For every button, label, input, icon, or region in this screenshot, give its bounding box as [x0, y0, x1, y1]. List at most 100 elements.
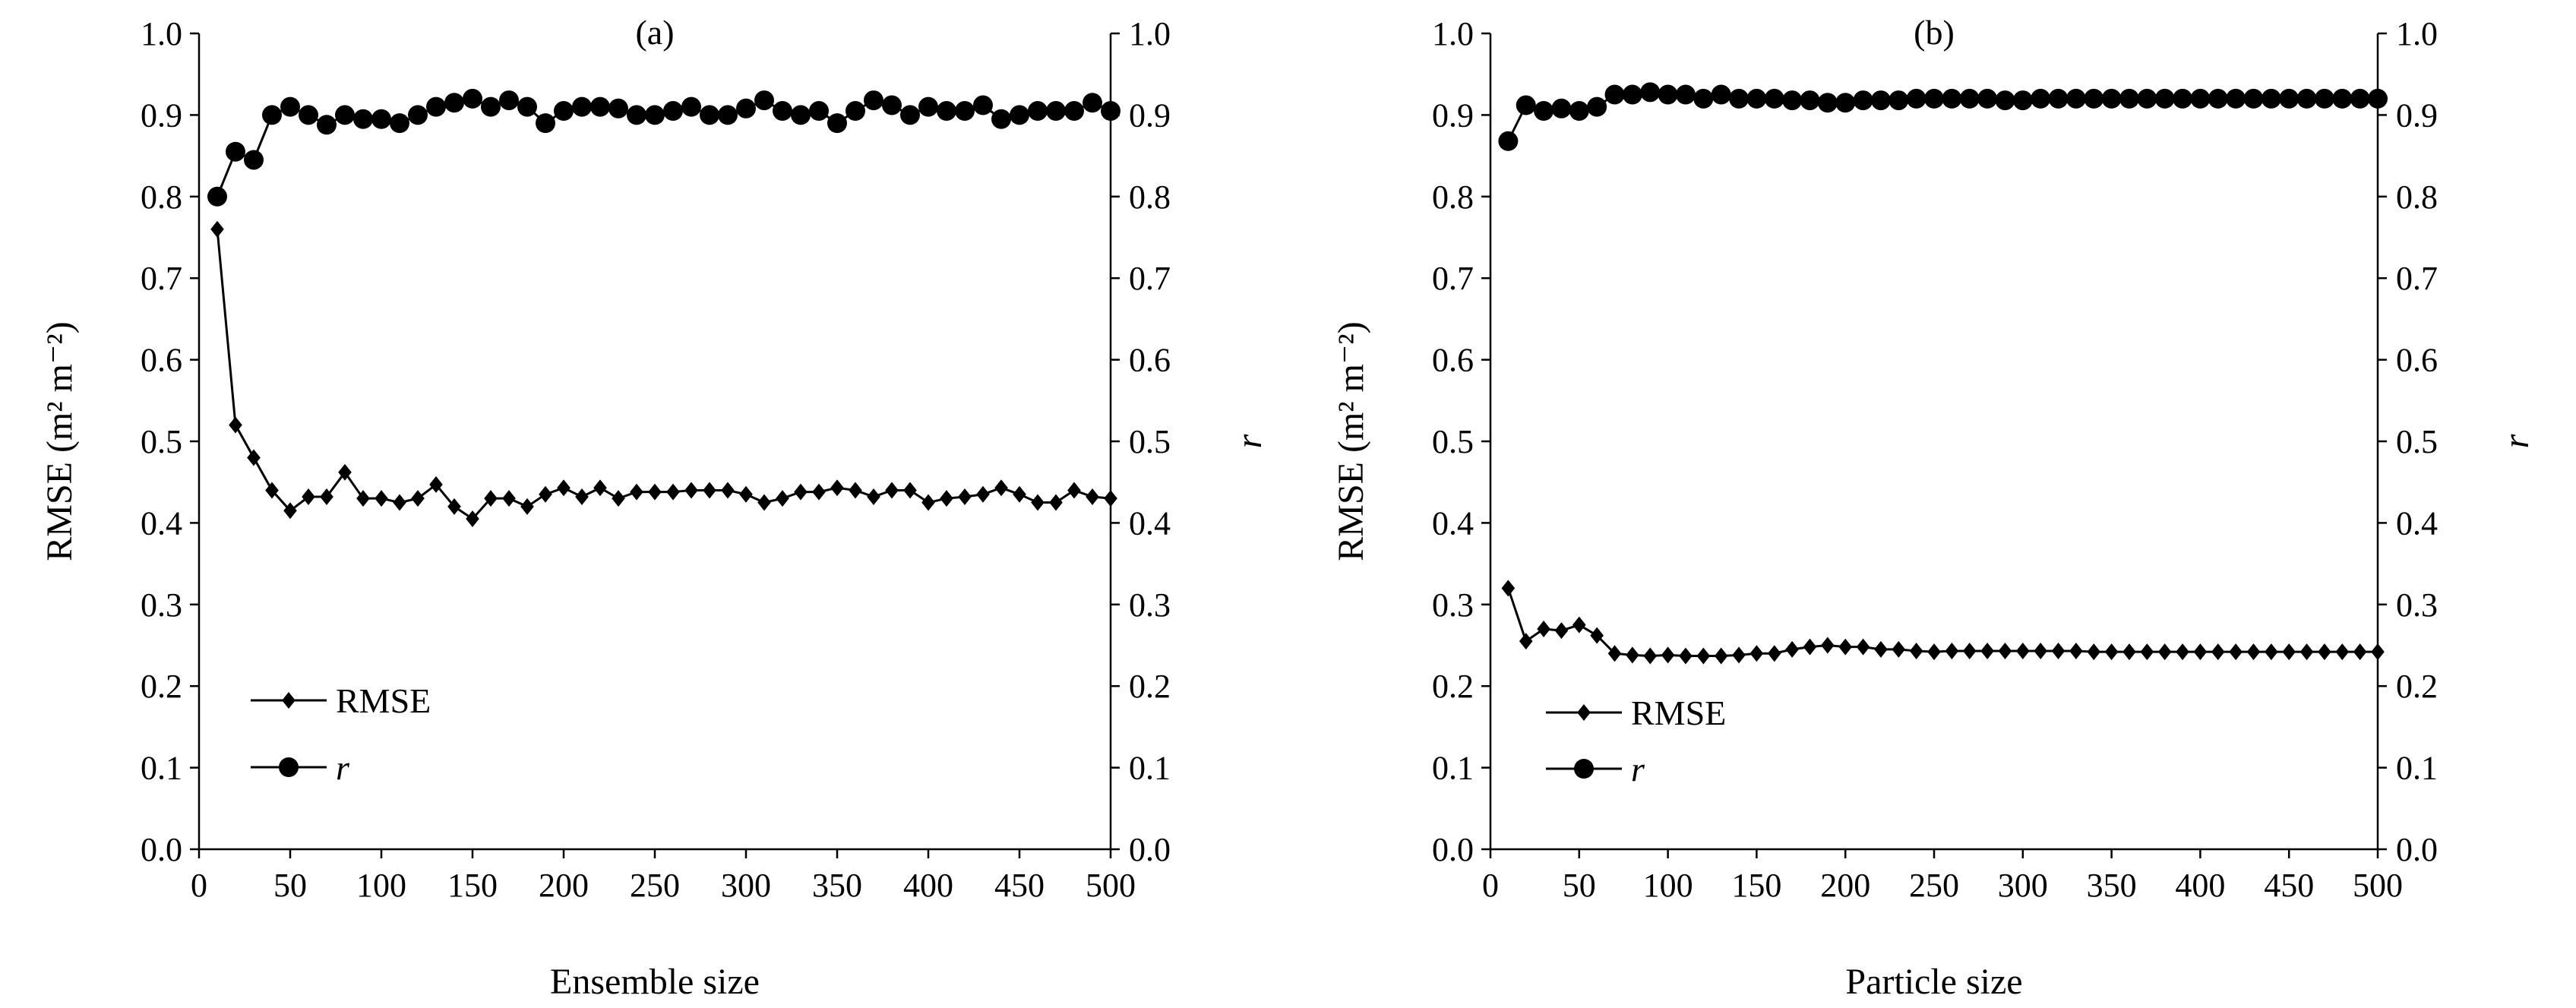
data-point-rmse: [1643, 647, 1658, 665]
data-point-r: [1010, 105, 1029, 125]
data-point-rmse: [1013, 485, 1026, 503]
data-point-rmse: [2229, 643, 2243, 661]
y-tick-label-right: 0.6: [2396, 342, 2438, 379]
data-point-rmse: [2246, 643, 2261, 661]
data-point-rmse: [794, 483, 808, 501]
data-point-rmse: [1049, 494, 1063, 511]
data-point-rmse: [1572, 616, 1586, 634]
data-point-rmse: [1104, 490, 1117, 507]
panel-a: 0.0 0.0 0.1 0.1 0.2 0.2 0.3 0.3 0.4 0.4 0.5 0.5 0.6 0…: [40, 13, 1269, 1002]
y-tick-label-right: 1.0: [2396, 15, 2438, 52]
data-point-rmse: [1909, 643, 1923, 660]
data-point-rmse: [830, 479, 844, 497]
y-tick-label-left: 0.3: [1432, 586, 1474, 624]
data-point-r: [353, 109, 373, 129]
data-point-rmse: [885, 482, 899, 499]
data-point-rmse: [1892, 640, 1906, 658]
data-point-r: [937, 101, 956, 122]
x-tick-label: 50: [273, 867, 307, 904]
data-point-r: [645, 105, 665, 125]
data-point-rmse: [1607, 645, 1622, 662]
data-point-r: [2314, 88, 2334, 109]
data-point-rmse: [356, 490, 370, 507]
data-point-r: [1028, 101, 1048, 122]
data-point-r: [2119, 88, 2139, 109]
data-point-rmse: [283, 502, 297, 520]
data-point-rmse: [484, 490, 498, 507]
data-point-r: [1587, 96, 1607, 117]
data-point-rmse: [1661, 646, 1675, 664]
y-tick-label-left: 0.8: [141, 179, 182, 216]
panel-title: (a): [635, 13, 674, 52]
data-point-rmse: [2193, 643, 2208, 661]
data-point-r: [918, 96, 938, 117]
data-point-rmse: [557, 479, 571, 497]
data-point-rmse: [940, 490, 953, 507]
data-point-rmse: [393, 494, 406, 511]
data-point-r: [2243, 88, 2264, 109]
data-point-r: [1924, 88, 1944, 109]
data-point-rmse: [2265, 643, 2278, 661]
y-tick-label-right: 0.6: [1129, 342, 1171, 379]
data-point-rmse: [1086, 488, 1099, 506]
data-point-r: [226, 141, 245, 162]
y-tick-label-left: 0.2: [141, 668, 182, 705]
data-point-rmse: [520, 498, 534, 515]
data-point-rmse: [903, 482, 917, 499]
data-point-r: [900, 105, 920, 125]
data-point-rmse: [994, 479, 1008, 497]
y-axis-label-left: RMSE (m² m⁻²): [1331, 321, 1371, 561]
data-point-r: [207, 186, 227, 207]
data-point-r: [608, 98, 628, 118]
data-point-rmse: [229, 416, 242, 434]
x-tick-label: 450: [994, 867, 1045, 904]
data-point-rmse: [2318, 643, 2331, 661]
y-tick-label-left: 0.4: [1432, 504, 1474, 542]
data-point-r: [1534, 101, 1554, 122]
data-point-r: [1640, 82, 1661, 103]
data-point-r: [2031, 88, 2051, 109]
data-point-rmse: [1998, 643, 2012, 660]
data-point-r: [481, 96, 501, 117]
x-axis-label: Ensemble size: [550, 962, 760, 1002]
data-point-rmse: [2140, 643, 2154, 661]
y-tick-label-right: 0.4: [1129, 504, 1171, 542]
data-point-r: [1906, 88, 1926, 109]
y-tick-label-left: 0.0: [1432, 831, 1474, 868]
legend-marker-r: [279, 757, 299, 777]
y-tick-label-left: 0.9: [1432, 96, 1474, 134]
data-point-rmse: [703, 482, 716, 499]
data-point-rmse: [1679, 647, 1693, 665]
data-point-rmse: [1838, 638, 1852, 656]
data-point-rmse: [265, 482, 279, 499]
data-point-r: [1101, 101, 1120, 122]
data-point-rmse: [812, 483, 826, 501]
data-point-rmse: [976, 485, 990, 503]
y-tick-label-right: 0.3: [1129, 586, 1171, 624]
data-point-r: [2208, 88, 2228, 109]
y-tick-label-right: 0.1: [1129, 750, 1171, 787]
data-point-r: [663, 101, 683, 122]
data-point-r: [2048, 88, 2069, 109]
y-tick-label-left: 0.3: [141, 586, 182, 624]
x-tick-label: 0: [1482, 867, 1499, 904]
data-point-rmse: [1067, 482, 1081, 499]
data-point-rmse: [684, 482, 698, 499]
data-point-r: [2012, 90, 2033, 111]
data-point-r: [1551, 98, 1572, 118]
data-point-r: [1835, 93, 1856, 113]
x-tick-label: 250: [630, 867, 680, 904]
y-tick-label-right: 0.1: [2396, 750, 2438, 787]
data-point-r: [864, 90, 883, 111]
series-line-rmse: [216, 229, 1111, 521]
x-tick-label: 450: [2264, 867, 2314, 904]
data-point-r: [973, 95, 993, 115]
y-tick-label-right: 0.8: [1129, 179, 1171, 216]
data-point-rmse: [630, 483, 643, 501]
data-point-rmse: [921, 494, 935, 511]
data-point-rmse: [1696, 647, 1711, 665]
data-point-rmse: [2282, 643, 2296, 661]
data-point-r: [1817, 93, 1838, 113]
data-point-r: [517, 96, 537, 117]
